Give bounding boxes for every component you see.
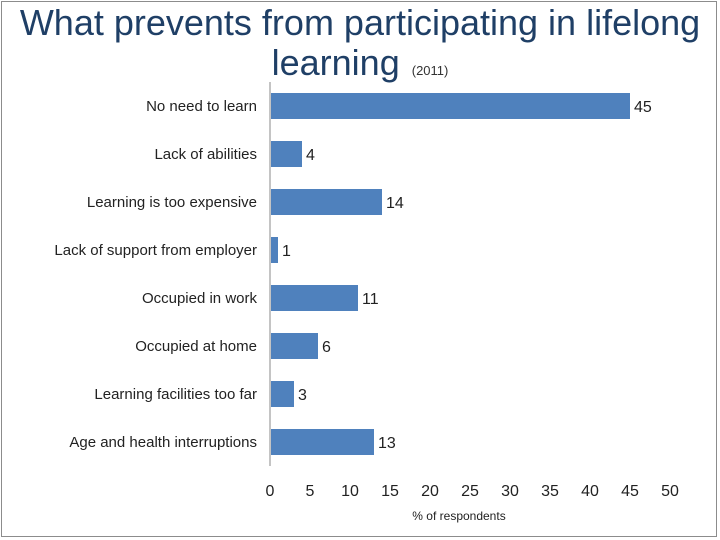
x-tick-label-3: 10 xyxy=(341,483,359,500)
x-tick-label-8: 35 xyxy=(541,483,559,500)
category-label-5: Occupied in work xyxy=(142,290,258,307)
title-main-word: learning xyxy=(271,42,400,83)
title-line-2: learning (2011) xyxy=(0,43,720,91)
bar-7 xyxy=(271,381,294,407)
category-label-1: No need to learn xyxy=(146,98,257,115)
title-year: (2011) xyxy=(411,63,449,78)
value-label-8: 13 xyxy=(378,435,396,452)
value-label-7: 3 xyxy=(298,387,307,404)
chart-title: What prevents from participating in life… xyxy=(0,3,720,91)
x-tick-label-7: 30 xyxy=(501,483,519,500)
value-label-4: 1 xyxy=(282,243,291,260)
bar-5 xyxy=(271,285,358,311)
value-label-5: 11 xyxy=(362,291,379,308)
x-tick-label-10: 45 xyxy=(621,483,639,500)
category-label-3: Learning is too expensive xyxy=(87,194,257,211)
x-tick-label-1: 0 xyxy=(266,483,275,500)
x-tick-labels-group: 0 5 10 15 20 25 30 35 40 45 50 xyxy=(266,483,679,500)
title-line-1: What prevents from participating in life… xyxy=(19,2,701,43)
x-axis-title: % of respondents xyxy=(412,509,505,523)
x-tick-label-11: 50 xyxy=(661,483,679,500)
bar-2 xyxy=(271,141,302,167)
bar-1 xyxy=(271,93,630,119)
category-label-7: Learning facilities too far xyxy=(94,386,257,403)
category-labels-group: No need to learn Lack of abilities Learnin… xyxy=(54,98,257,451)
bars-group xyxy=(271,93,630,455)
x-tick-label-9: 40 xyxy=(581,483,599,500)
bar-8 xyxy=(271,429,374,455)
value-label-6: 6 xyxy=(322,339,331,356)
category-label-2: Lack of abilities xyxy=(154,146,257,163)
category-label-4: Lack of support from employer xyxy=(54,242,257,259)
bar-6 xyxy=(271,333,318,359)
x-tick-label-6: 25 xyxy=(461,483,479,500)
x-tick-label-4: 15 xyxy=(381,483,399,500)
category-label-6: Occupied at home xyxy=(135,338,257,355)
category-label-8: Age and health interruptions xyxy=(69,434,257,451)
value-label-2: 4 xyxy=(306,147,315,164)
bar-3 xyxy=(271,189,382,215)
value-label-3: 14 xyxy=(386,195,404,212)
value-label-1: 45 xyxy=(634,99,652,116)
bar-4 xyxy=(271,237,278,263)
x-tick-label-2: 5 xyxy=(306,483,315,500)
x-tick-label-5: 20 xyxy=(421,483,439,500)
